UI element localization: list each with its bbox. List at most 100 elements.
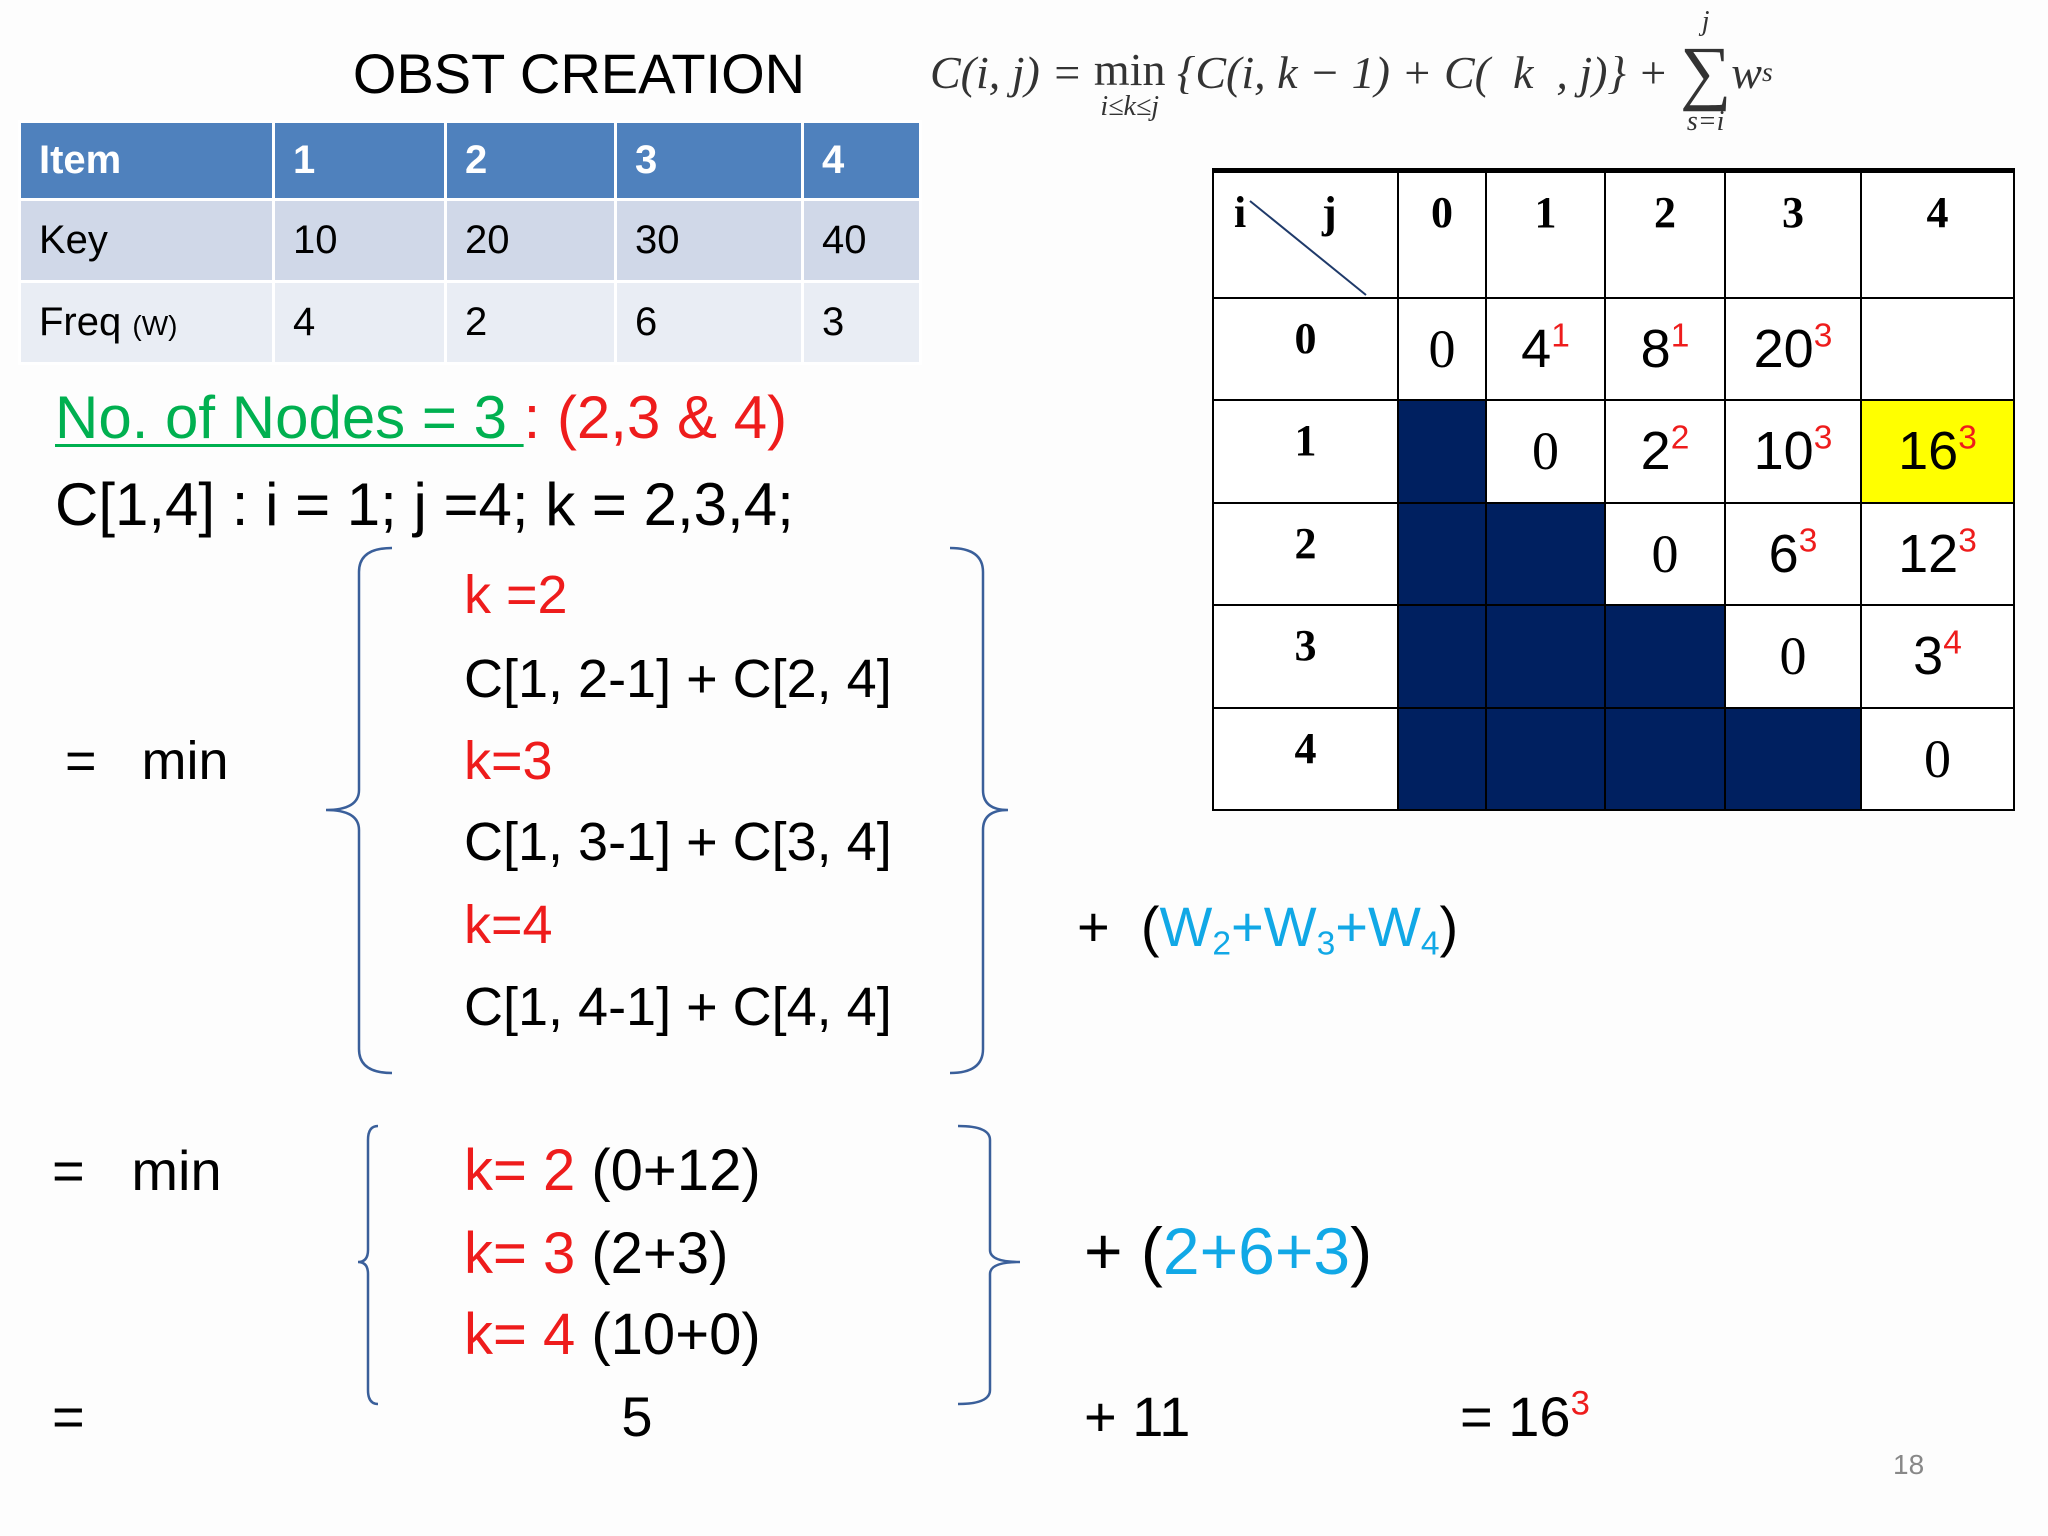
cost-value: 2 [1640,421,1671,481]
row-header: 2 [1212,501,1399,606]
row-header: 4 [1212,706,1399,811]
item-cell: 6 [614,280,804,365]
plus: + [1084,1214,1141,1288]
result-eq: = [52,1385,85,1448]
corner-diagonal [1249,200,1367,296]
step2-expr: (2+3) [575,1221,729,1286]
weight-sum: + 11 [1084,1385,1191,1448]
root-index: 3 [1798,521,1818,559]
formula-body: {C(i, k − 1) + C( k , j)} + [1165,46,1680,98]
cost-value: 0 [1924,728,1951,789]
step1-expr: C[1, 2-1] + C[2, 4] [464,649,892,709]
step2-item: k= 4 (10+0) [464,1306,761,1364]
formula-sum: j ∑ s=i [1680,8,1731,136]
item-cell: Key [18,198,275,283]
step1-expr: C[1, 3-1] + C[3, 4] [464,812,892,872]
freq-unit: (W) [132,310,178,341]
weight-name: W [1367,895,1421,958]
cost-row: 2 0 63 123 [1212,501,2015,606]
total: = 163 [1460,1386,1590,1445]
cost-value: 0 [1428,318,1456,379]
step2-k: k= 2 [464,1138,576,1203]
weights-line: + (W2+W3+W4) [1077,899,1458,961]
step1-eq: = min [65,731,229,791]
item-cell: 30 [614,198,804,283]
formula: C(i, j) = min i≤k≤j {C(i, k − 1) + C( k ,… [930,6,1773,137]
cost-row: 0 0 41 81 203 [1212,296,2015,401]
item-cell: 4 [272,280,447,365]
step2-k: k= 4 [464,1302,576,1367]
formula-sum-top: j [1701,6,1710,37]
formula-min: min i≤k≤j [1094,23,1166,121]
cost-cell [1724,706,1862,811]
close-paren: ) [1439,895,1459,958]
step2-item: k= 2 (0+12) [464,1142,761,1200]
sum: 2+6+3 [1162,1214,1351,1288]
cost-value: 0 [1779,626,1807,686]
left-bracket [357,1124,379,1406]
formula-sigma: ∑ [1679,32,1732,112]
item-table: Item 1 2 3 4 Key 10 20 30 40 Freq (W) 4 2 6 3 [18,120,922,365]
root-index: 2 [1670,419,1690,457]
step2-expr: (10+0) [575,1302,761,1367]
step2-item: k= 3 (2+3) [464,1225,728,1283]
nodes-count: No. of Nodes = 3 [55,384,524,451]
root-index: 3 [1958,521,1977,559]
total-root: 3 [1570,1384,1590,1423]
cost-table: i j 0 1 2 3 4 0 0 41 81 203 1 0 22 103 163 2 0 63 123 3 0 34 4 0 [1212,168,2015,811]
corner-j: j [1322,188,1337,237]
cost-cell: 0 [1860,706,2015,811]
cost-cell: 63 [1724,501,1862,606]
weight-sub: 4 [1420,925,1440,963]
item-cell: 3 [801,280,922,365]
cost-cell: 81 [1604,296,1726,401]
cost-value: 8 [1640,318,1671,379]
close-paren: ) [1350,1214,1373,1288]
formula-term: w [1731,46,1762,98]
plus: + [1077,895,1141,958]
joiner: + [1231,895,1264,958]
step2-k: k= 3 [464,1221,576,1286]
cost-value: 4 [1521,318,1552,379]
header-cell: Item [18,120,275,201]
item-cell: Freq (W) [18,280,275,365]
nodes-separator: : [523,384,557,451]
right-brace [949,546,1009,1075]
cost-cell: 0 [1397,296,1487,401]
item-cell: 20 [444,198,617,283]
cost-value: 6 [1768,523,1799,584]
c14-line: C[1,4] : i = 1; j =4; k = 2,3,4; [55,471,794,538]
row-header: 3 [1212,603,1399,709]
item-cell: 2 [444,280,617,365]
cost-cell: 123 [1860,501,2015,606]
cost-cell [1397,501,1487,606]
root-index: 1 [1551,316,1570,354]
item-row: Key 10 20 30 40 [18,198,922,283]
formula-min-sub: i≤k≤j [1100,91,1160,122]
root-index: 3 [1813,316,1833,354]
open-paren: ( [1140,1214,1163,1288]
column-header: 3 [1724,169,1862,299]
root-index: 4 [1943,624,1962,662]
header-row: Item 1 2 3 4 [18,120,922,201]
total-value: = 16 [1460,1385,1571,1448]
cost-cell [1604,603,1726,709]
nodes-line: No. of Nodes = 3 : (2,3 & 4) [55,388,787,448]
right-bracket [957,1124,1021,1406]
cost-cell [1397,398,1487,504]
step2-expr: (0+12) [575,1138,761,1203]
cost-row: 1 0 22 103 163 [1212,398,2015,504]
cost-cell [1397,603,1487,709]
cost-cell [1860,296,2015,401]
nodes-list: (2,3 & 4) [556,384,788,451]
cost-value: 0 [1651,523,1679,584]
cost-row: 3 0 34 [1212,603,2015,709]
row-header: 0 [1212,296,1399,401]
column-header: 1 [1485,169,1606,299]
item-cell: 10 [272,198,447,283]
min-value: 5 [621,1385,653,1448]
cost-cell: 22 [1604,398,1726,504]
column-header: 4 [1860,169,2015,299]
